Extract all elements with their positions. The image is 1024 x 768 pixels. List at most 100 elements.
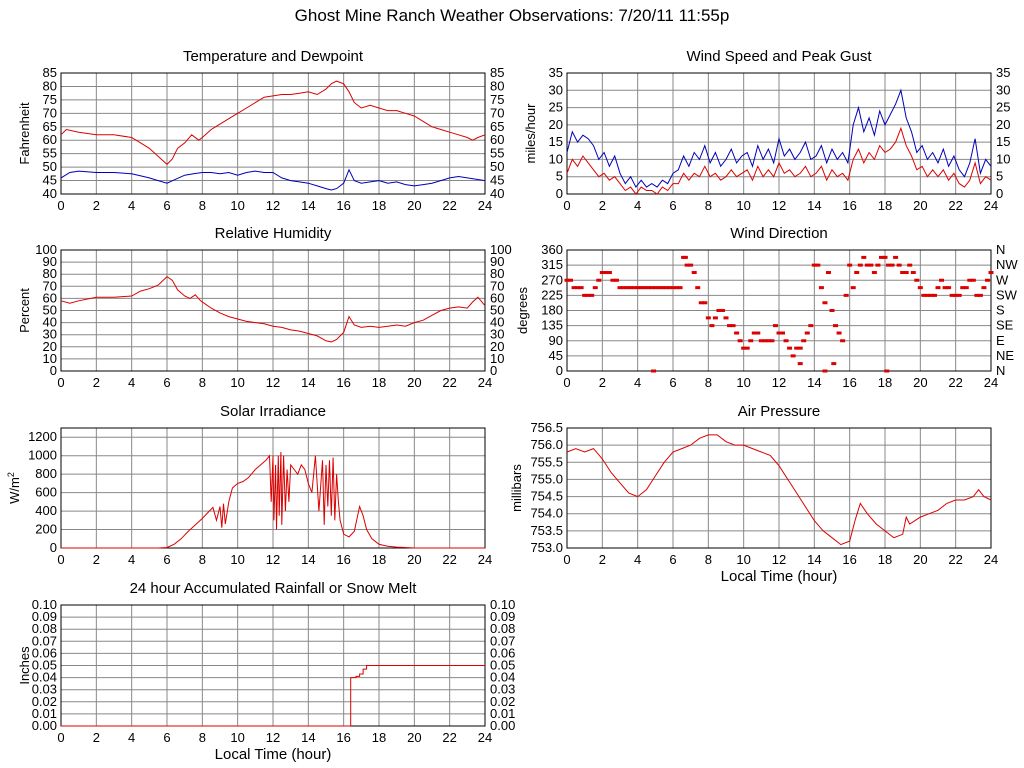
y-axis-label: degrees: [515, 287, 530, 334]
compass-label: NE: [996, 348, 1014, 363]
y-tick-label-right: 5: [996, 169, 1003, 184]
wind-direction-point: [917, 286, 923, 290]
wind-direction-point: [691, 271, 697, 275]
chart-title: Air Pressure: [738, 403, 821, 420]
wind-direction-point: [666, 286, 672, 290]
x-tick-label: 0: [563, 375, 570, 390]
series-line-red: [566, 434, 992, 546]
x-tick-label: 4: [128, 730, 135, 745]
wind-direction-point: [716, 309, 722, 312]
y-tick-label: 0.10: [32, 597, 57, 612]
y-tick-label: 1000: [28, 448, 57, 463]
plot-frame: [566, 249, 992, 372]
y-tick-label: 0: [50, 540, 57, 555]
wind-direction-point: [772, 324, 778, 328]
wind-direction-point: [875, 263, 881, 267]
wind-direction-point: [702, 301, 708, 305]
y-tick-label: 60: [43, 290, 57, 305]
x-tick-label: 12: [266, 730, 280, 745]
wind-direction-point: [977, 293, 983, 297]
wind-direction-point: [988, 271, 994, 275]
compass-label: NW: [996, 257, 1018, 272]
wind-direction-point: [790, 354, 796, 358]
wind-direction-point: [596, 278, 602, 282]
wind-direction-point: [953, 293, 959, 297]
x-tick-label: 20: [407, 552, 421, 567]
x-tick-label: 10: [736, 375, 750, 390]
y-tick-label-right: 60: [490, 290, 504, 305]
x-tick-label: 4: [634, 198, 641, 213]
y-tick-label: 0.04: [32, 670, 57, 685]
wind-direction-point: [804, 331, 810, 335]
x-tick-label: 4: [128, 198, 135, 213]
wind-direction-point: [727, 324, 733, 328]
wind-direction-point: [571, 286, 577, 290]
x-tick-label: 22: [948, 552, 962, 567]
x-tick-label: 18: [878, 552, 892, 567]
y-tick-label: 80: [43, 78, 57, 93]
x-tick-label: 8: [199, 375, 206, 390]
x-tick-label: 2: [599, 198, 606, 213]
x-tick-label: 20: [913, 198, 927, 213]
wind-direction-point: [684, 263, 690, 267]
wind-direction-point: [794, 346, 800, 350]
wind-direction-point: [935, 286, 941, 290]
x-tick-label: 16: [336, 552, 350, 567]
y-tick-label: 30: [43, 327, 57, 342]
x-tick-label: 4: [634, 375, 641, 390]
wind-direction-point: [843, 293, 849, 297]
wind-direction-point: [744, 346, 750, 350]
x-tick-label: 18: [372, 730, 386, 745]
y-tick-label-right: 90: [490, 254, 504, 269]
x-tick-label: 16: [336, 198, 350, 213]
chart-title: 24 hour Accumulated Rainfall or Snow Mel…: [130, 580, 418, 597]
x-tick-label: 4: [128, 552, 135, 567]
y-tick-label: 5: [556, 169, 563, 184]
wind-direction-point: [589, 293, 595, 297]
y-tick-label-right: 10: [996, 151, 1010, 166]
y-tick-label-right: 40: [490, 315, 504, 330]
y-tick-label-right: 20: [490, 339, 504, 354]
wind-direction-point: [737, 339, 743, 343]
wind-direction-point: [568, 278, 574, 282]
y-tick-label-right: 0.04: [490, 670, 515, 685]
y-tick-label: 0.08: [32, 621, 57, 636]
wind-direction-point: [854, 271, 860, 275]
chart-title: Relative Humidity: [215, 225, 332, 242]
y-tick-label: 65: [43, 119, 57, 134]
y-tick-label-right: 30: [490, 327, 504, 342]
y-tick-label-right: 70: [490, 278, 504, 293]
series-line-red: [60, 275, 486, 343]
x-tick-label: 10: [230, 552, 244, 567]
wind-direction-point: [642, 286, 648, 290]
y-tick-label: 180: [541, 303, 563, 318]
wind-direction-point: [682, 255, 688, 259]
y-tick-label-right: 100: [490, 242, 512, 257]
x-tick-label: 0: [57, 375, 64, 390]
x-tick-label: 24: [478, 375, 492, 390]
y-axis-label: W/m2: [6, 472, 22, 504]
y-tick-label: 20: [549, 117, 563, 132]
y-tick-label: 753.0: [530, 540, 563, 555]
y-tick-label: 0.03: [32, 682, 57, 697]
plot-frame: [60, 427, 486, 549]
x-tick-label: 22: [442, 198, 456, 213]
page-title: Ghost Mine Ranch Weather Observations: 7…: [294, 6, 730, 25]
y-tick-label: 50: [43, 303, 57, 318]
x-tick-label: 0: [563, 552, 570, 567]
x-tick-label: 14: [301, 198, 315, 213]
wind-direction-point: [698, 301, 704, 305]
wind-direction-point: [575, 286, 581, 290]
x-tick-label: 22: [948, 375, 962, 390]
y-tick-label-right: 25: [996, 100, 1010, 115]
y-tick-label: 0: [556, 363, 563, 378]
wind-direction-point: [674, 286, 680, 290]
wind-direction-point: [878, 255, 884, 259]
x-tick-label: 12: [266, 198, 280, 213]
compass-label: E: [996, 333, 1005, 348]
y-tick-label-right: 50: [490, 303, 504, 318]
y-tick-label: 25: [549, 100, 563, 115]
wind-direction-point: [621, 286, 627, 290]
wind-direction-point: [613, 278, 619, 282]
